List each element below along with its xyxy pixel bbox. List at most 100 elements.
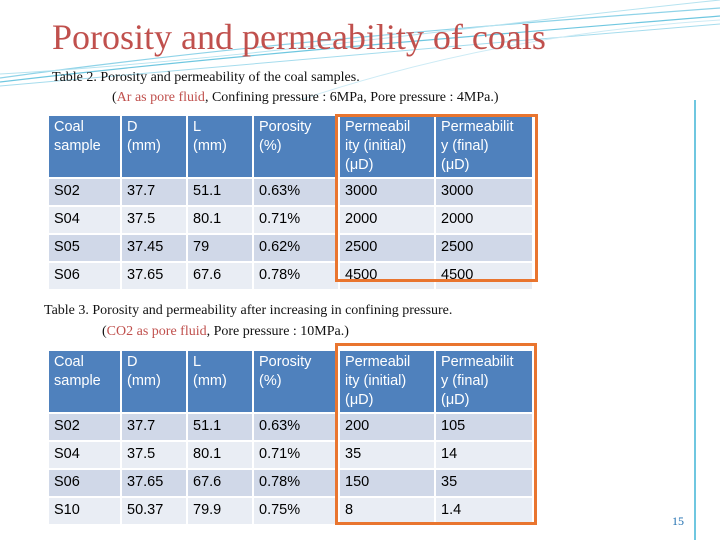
table-cell: 35: [338, 439, 436, 470]
table3-header-text: Coal: [54, 354, 84, 370]
table3-header-cell: L (mm): [186, 349, 254, 414]
table-cell: 200: [338, 411, 436, 442]
table2-header-text: (mm): [193, 137, 227, 154]
table-cell: 0.63%: [252, 176, 340, 207]
table2-header-text: D: [127, 119, 138, 135]
table-cell: 35: [434, 467, 534, 498]
table2-header-cell: L (mm): [186, 114, 254, 179]
table-cell: S06: [47, 260, 122, 291]
table3-header-cell: Permeabil ity (initial) (μD): [338, 349, 436, 414]
table3-subcaption: (CO2 as pore fluid, Pore pressure : 10MP…: [102, 324, 349, 339]
table3-header-text: (μD): [345, 391, 374, 408]
table-cell: 3000: [434, 176, 534, 207]
table-row: S06 37.65 67.6 0.78% 150 35: [47, 467, 534, 498]
table3: Coal sample D (mm) L (mm) Porosity (%) Permeabil…: [47, 349, 534, 526]
table3-header-text: L: [193, 354, 202, 370]
table-cell: S02: [47, 176, 122, 207]
table-cell: 8: [338, 495, 436, 526]
table-cell: 2000: [338, 204, 436, 235]
table-cell: 80.1: [186, 439, 254, 470]
table-row: S10 50.37 79.9 0.75% 8 1.4: [47, 495, 534, 526]
table3-header-cell: Porosity (%): [252, 349, 340, 414]
table-cell: 0.75%: [252, 495, 340, 526]
table-cell: 50.37: [120, 495, 188, 526]
table2-header-cell: Porosity (%): [252, 114, 340, 179]
table2-header-cell: Permeabil ity (initial) (μD): [338, 114, 436, 179]
table2: Coal sample D (mm) L (mm) Porosity (%) Permeabil…: [47, 114, 534, 291]
table3-header-text: (%): [259, 372, 282, 389]
table-cell: 4500: [434, 260, 534, 291]
side-accent-line: [694, 100, 696, 540]
table2-header-text: Permeabilit: [441, 119, 514, 135]
table-cell: 150: [338, 467, 436, 498]
table-cell: 51.1: [186, 176, 254, 207]
table-cell: 1.4: [434, 495, 534, 526]
table-cell: 105: [434, 411, 534, 442]
table-cell: 37.5: [120, 204, 188, 235]
table2-header-cell: D (mm): [120, 114, 188, 179]
table2-header-text: (μD): [441, 156, 470, 173]
table3-header-text: (μD): [441, 391, 470, 408]
table3-header-cell: Permeabilit y (final) (μD): [434, 349, 534, 414]
table-cell: S06: [47, 467, 122, 498]
table3-header-text: (mm): [193, 372, 227, 389]
table-cell: 0.78%: [252, 467, 340, 498]
table-cell: 37.45: [120, 232, 188, 263]
table-cell: 37.7: [120, 411, 188, 442]
table2-header-text: Coal: [54, 119, 84, 135]
table-row: S02 37.7 51.1 0.63% 3000 3000: [47, 176, 534, 207]
table2-header-cell: Coal sample: [47, 114, 122, 179]
table-cell: 51.1: [186, 411, 254, 442]
table-cell: 67.6: [186, 260, 254, 291]
table-cell: 79.9: [186, 495, 254, 526]
table2-header-text: Porosity: [259, 119, 312, 135]
table-row: S04 37.5 80.1 0.71% 35 14: [47, 439, 534, 470]
table2-header-text: (mm): [127, 137, 161, 154]
table3-header-text: D: [127, 354, 138, 370]
table-row: S05 37.45 79 0.62% 2500 2500: [47, 232, 534, 263]
table-cell: 2500: [434, 232, 534, 263]
table2-header-text: (μD): [345, 156, 374, 173]
table2-header-cell: Permeabilit y (final) (μD): [434, 114, 534, 179]
table-cell: 37.65: [120, 467, 188, 498]
table-cell: 0.71%: [252, 204, 340, 235]
table3-fluid-highlight: CO2 as pore fluid: [106, 324, 207, 339]
table-cell: 0.71%: [252, 439, 340, 470]
table2-header-text: ity (initial): [345, 137, 407, 154]
table-cell: 3000: [338, 176, 436, 207]
table2-subcaption: (Ar as pore fluid, Confining pressure : …: [112, 90, 499, 105]
table-cell: 0.63%: [252, 411, 340, 442]
table2-header-text: y (final): [441, 137, 489, 154]
table2-header-text: Permeabil: [345, 119, 411, 135]
table2-header-text: (%): [259, 137, 282, 154]
table3-header-text: (mm): [127, 372, 161, 389]
table-cell: S04: [47, 439, 122, 470]
table-cell: 67.6: [186, 467, 254, 498]
table3-header-cell: D (mm): [120, 349, 188, 414]
page-title: Porosity and permeability of coals: [52, 17, 546, 57]
table-cell: 37.5: [120, 439, 188, 470]
header-swoosh-decoration: [0, 0, 720, 100]
table3-header-text: sample: [54, 372, 101, 389]
table3-header-text: y (final): [441, 372, 489, 389]
table2-caption: Table 2. Porosity and permeability of th…: [52, 70, 360, 85]
table-cell: 0.62%: [252, 232, 340, 263]
table-row: S02 37.7 51.1 0.63% 200 105: [47, 411, 534, 442]
table3-header-row: Coal sample D (mm) L (mm) Porosity (%) Permeabil…: [47, 349, 534, 414]
table-cell: 2000: [434, 204, 534, 235]
page-number: 15: [672, 514, 684, 528]
table3-header-text: ity (initial): [345, 372, 407, 389]
table-cell: 79: [186, 232, 254, 263]
table-cell: 0.78%: [252, 260, 340, 291]
table-cell: S05: [47, 232, 122, 263]
table2-fluid-highlight: Ar as pore fluid: [116, 90, 205, 105]
table3-header-text: Permeabil: [345, 354, 411, 370]
table-cell: 37.65: [120, 260, 188, 291]
table-cell: S04: [47, 204, 122, 235]
table3-header-text: Porosity: [259, 354, 312, 370]
table2-header-text: L: [193, 119, 202, 135]
table2-header-row: Coal sample D (mm) L (mm) Porosity (%) Permeabil…: [47, 114, 534, 179]
table-cell: 80.1: [186, 204, 254, 235]
table-cell: 14: [434, 439, 534, 470]
table3-header-text: Permeabilit: [441, 354, 514, 370]
